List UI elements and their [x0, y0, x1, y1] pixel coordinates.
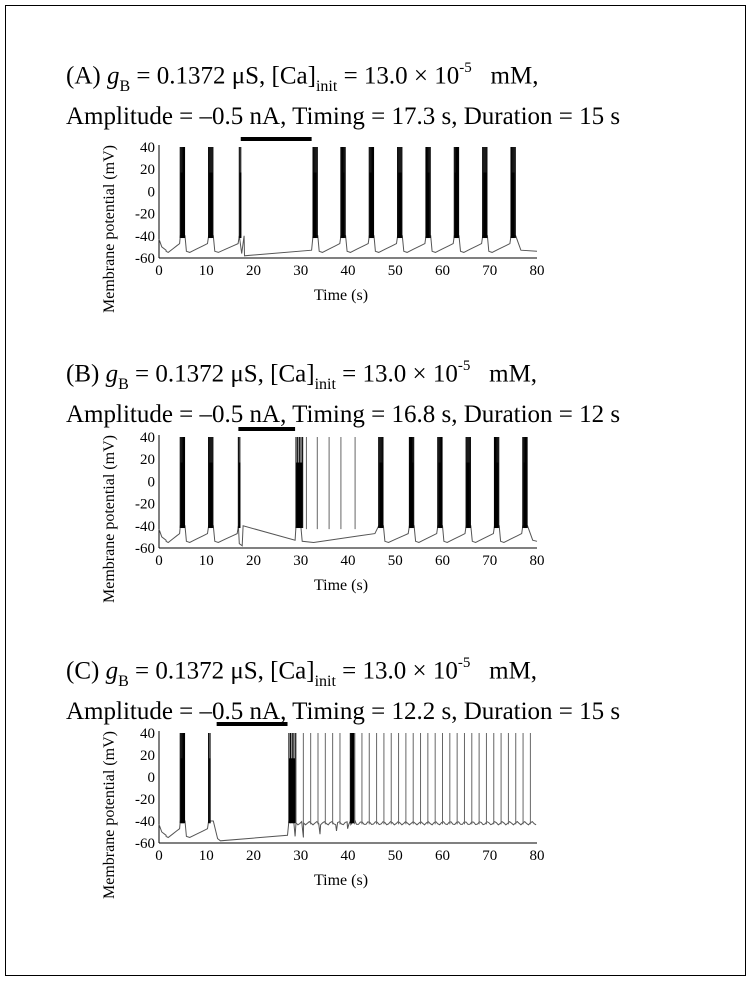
panel-a-title-line2: Amplitude = –0.5 nA, Timing = 17.3 s, Du…	[66, 103, 621, 131]
x-tick-label: 40	[341, 263, 356, 279]
membrane-trace	[158, 525, 538, 547]
y-tick-label: 40	[140, 140, 155, 156]
y-axis-label: Membrane potential (mV)	[101, 731, 118, 899]
x-tick-label: 0	[155, 848, 163, 864]
panel-a-title: (A) gB = 0.1372 μS, [Ca]init = 13.0 × 10…	[66, 54, 620, 133]
spike-burst	[208, 437, 214, 529]
spike-burst	[465, 437, 471, 529]
spike-burst	[425, 147, 431, 239]
spike-burst	[378, 437, 384, 529]
spike-burst	[208, 733, 211, 824]
y-tick-label: 0	[148, 184, 156, 200]
panel-b-title: (B) gB = 0.1372 μS, [Ca]init = 13.0 × 10…	[66, 352, 620, 431]
spike-burst	[522, 437, 528, 529]
x-tick-label: 80	[530, 848, 545, 864]
x-tick-label: 70	[482, 848, 497, 864]
figure-frame	[5, 5, 746, 976]
y-tick-label: -40	[135, 814, 155, 830]
x-tick-label: 40	[341, 553, 356, 569]
y-tick-label: -20	[135, 207, 155, 223]
spike-burst	[179, 147, 186, 239]
x-tick-label: 80	[530, 263, 545, 279]
x-tick-label: 30	[293, 263, 308, 279]
panel-c-title: (C) gB = 0.1372 μS, [Ca]init = 13.0 × 10…	[66, 649, 620, 728]
x-tick-label: 30	[293, 848, 308, 864]
spike-burst	[349, 733, 356, 824]
y-tick-label: -40	[135, 229, 155, 245]
y-tick-label: 40	[140, 726, 155, 742]
y-tick-label: 40	[140, 430, 155, 446]
spike-burst	[493, 437, 500, 529]
y-tick-label: 0	[148, 474, 156, 490]
x-tick-label: 30	[293, 553, 308, 569]
spike-burst	[295, 437, 304, 529]
y-axis-label: Membrane potential (mV)	[101, 435, 118, 603]
spike-burst	[340, 147, 346, 239]
spike-burst	[397, 147, 403, 239]
y-tick-label: -60	[135, 251, 155, 267]
y-tick-label: -20	[135, 497, 155, 513]
x-tick-label: 60	[435, 263, 450, 279]
x-tick-label: 40	[341, 848, 356, 864]
spike-burst	[437, 437, 443, 529]
y-axis-label: Membrane potential (mV)	[101, 145, 118, 313]
panel-b-title-line2: Amplitude = –0.5 nA, Timing = 16.8 s, Du…	[66, 401, 621, 429]
x-tick-label: 60	[435, 848, 450, 864]
spike-burst	[510, 147, 516, 239]
x-tick-label: 10	[199, 848, 214, 864]
spike-burst	[208, 147, 214, 239]
y-tick-label: 20	[140, 748, 155, 764]
x-tick-label: 0	[155, 263, 163, 279]
x-tick-label: 50	[388, 848, 403, 864]
panel-c-title-line1: (C) gB = 0.1372 μS, [Ca]init = 13.0 × 10…	[66, 655, 538, 691]
spike-burst	[453, 147, 460, 239]
x-axis-label: Time (s)	[314, 577, 368, 594]
y-tick-label: 20	[140, 452, 155, 468]
spike-burst	[179, 437, 186, 529]
spike-burst	[482, 147, 488, 239]
panel-c-title-line2: Amplitude = –0.5 nA, Timing = 12.2 s, Du…	[66, 698, 621, 726]
x-tick-label: 0	[155, 553, 163, 569]
panel-b-title-line1: (B) gB = 0.1372 μS, [Ca]init = 13.0 × 10…	[66, 358, 538, 394]
x-tick-label: 20	[246, 553, 261, 569]
y-tick-label: -20	[135, 792, 155, 808]
y-tick-label: 20	[140, 162, 155, 178]
y-tick-label: 0	[148, 770, 156, 786]
x-tick-label: 20	[246, 263, 261, 279]
x-tick-label: 50	[388, 263, 403, 279]
x-tick-label: 10	[199, 263, 214, 279]
membrane-trace	[158, 235, 538, 257]
x-tick-label: 20	[246, 848, 261, 864]
spike-burst	[408, 437, 415, 529]
x-tick-label: 80	[530, 553, 545, 569]
x-tick-label: 60	[435, 553, 450, 569]
spike-burst	[368, 147, 375, 239]
y-tick-label: -60	[135, 836, 155, 852]
panel-a-title-line1: (A) gB = 0.1372 μS, [Ca]init = 13.0 × 10…	[66, 60, 539, 96]
spike-burst	[312, 147, 318, 239]
spike-burst	[237, 437, 241, 529]
x-tick-label: 10	[199, 553, 214, 569]
y-tick-label: -40	[135, 519, 155, 535]
x-tick-label: 70	[482, 263, 497, 279]
spike-burst	[179, 733, 186, 824]
y-tick-label: -60	[135, 541, 155, 557]
x-axis-label: Time (s)	[314, 872, 368, 889]
spike-burst	[238, 147, 242, 239]
x-tick-label: 50	[388, 553, 403, 569]
x-axis-label: Time (s)	[314, 287, 368, 304]
x-tick-label: 70	[482, 553, 497, 569]
spike-burst	[288, 733, 297, 824]
